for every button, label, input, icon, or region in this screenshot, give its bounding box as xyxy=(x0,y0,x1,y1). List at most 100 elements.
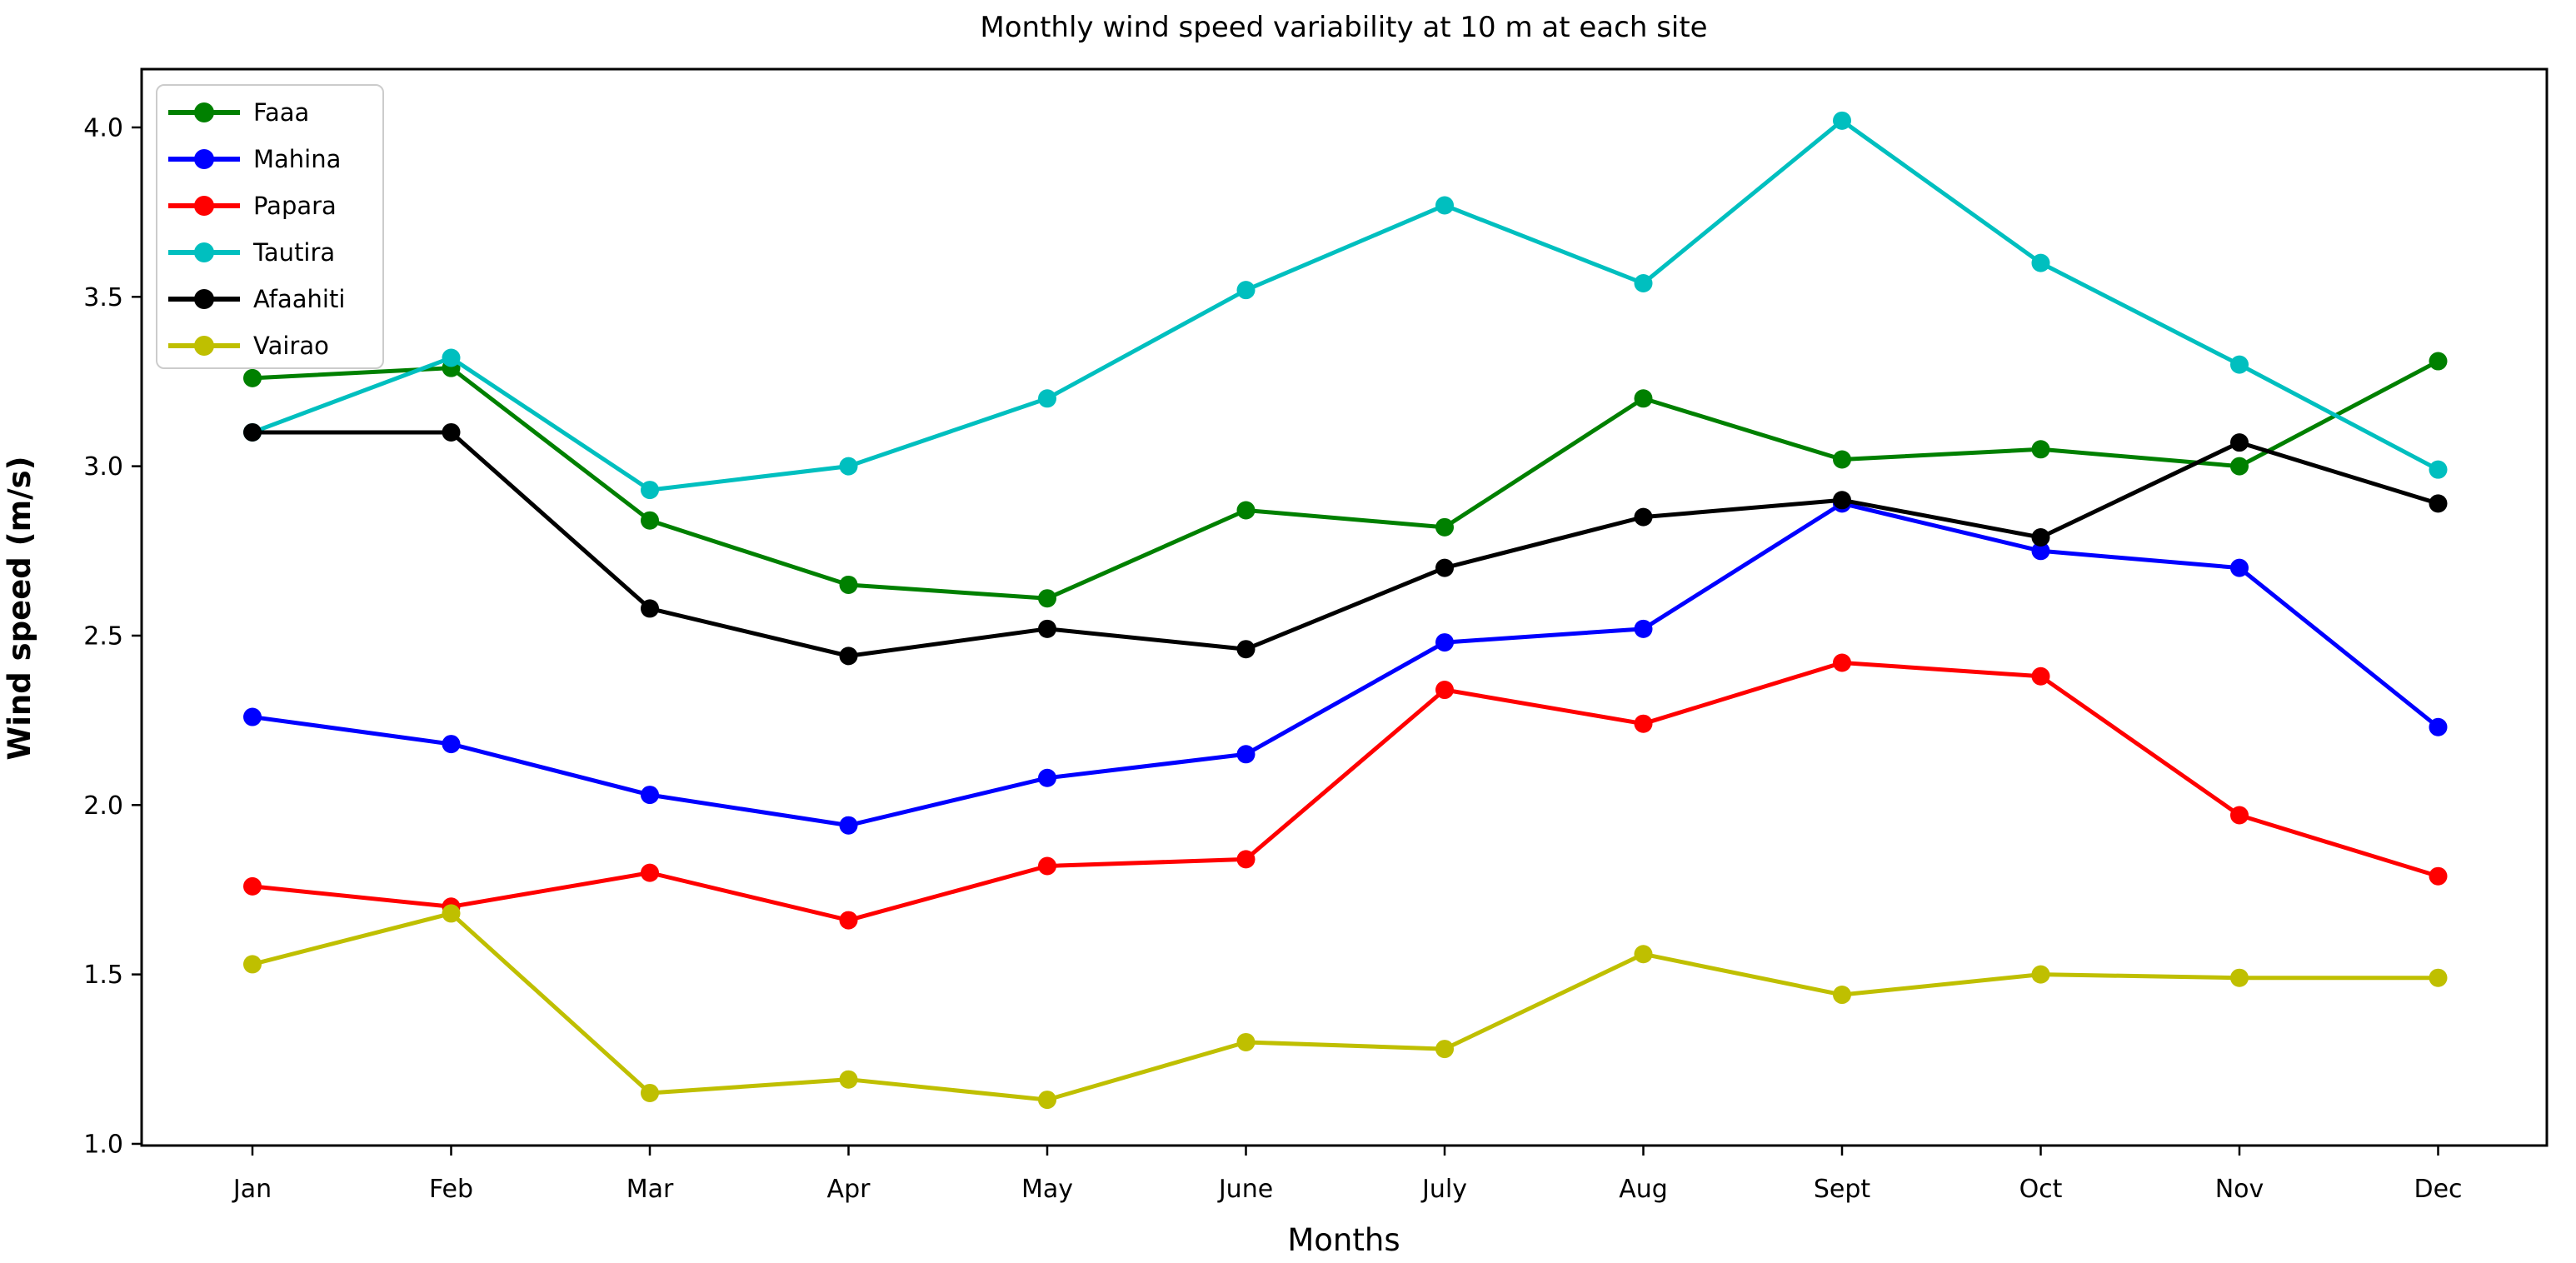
legend-label: Tautira xyxy=(252,238,335,267)
series-marker-afaahiti xyxy=(1833,491,1851,510)
series-marker-tautira xyxy=(1634,274,1653,293)
series-marker-afaahiti xyxy=(839,646,858,666)
series-line-mahina xyxy=(252,501,2440,828)
legend-label: Faaa xyxy=(253,98,309,127)
x-tick-label: Nov xyxy=(2215,1175,2264,1204)
x-tick-label: Feb xyxy=(429,1175,473,1204)
series-marker-mahina xyxy=(2031,542,2050,561)
series-marker-papara xyxy=(1833,653,1851,672)
series-marker-vairao xyxy=(243,955,262,974)
series-marker-papara xyxy=(641,863,659,882)
x-tick-label: Sept xyxy=(1814,1175,1871,1204)
legend-marker xyxy=(194,289,214,309)
series-marker-tautira xyxy=(442,348,461,367)
y-tick-label: 3.5 xyxy=(83,283,123,312)
series-marker-faaa xyxy=(1435,517,1454,537)
legend-box xyxy=(156,84,384,369)
legend-label: Mahina xyxy=(253,145,341,173)
series-marker-papara xyxy=(2230,806,2249,825)
x-tick-label: Dec xyxy=(2414,1175,2462,1204)
series-marker-faaa xyxy=(2230,457,2249,476)
series-marker-afaahiti xyxy=(1435,558,1454,577)
legend-marker xyxy=(194,242,214,262)
series-marker-vairao xyxy=(641,1083,659,1102)
x-tick-label: Aug xyxy=(1619,1175,1668,1204)
series-marker-mahina xyxy=(2230,558,2249,577)
series-marker-papara xyxy=(2031,666,2050,686)
series-marker-mahina xyxy=(442,735,461,754)
x-tick-label: Mar xyxy=(627,1175,674,1204)
series-marker-papara xyxy=(1236,850,1256,869)
series-marker-afaahiti xyxy=(442,422,461,442)
series-marker-papara xyxy=(2429,866,2448,886)
series-marker-afaahiti xyxy=(2230,433,2249,452)
series-marker-tautira xyxy=(2429,460,2448,479)
legend-label: Vairao xyxy=(253,332,329,360)
y-tick-label: 3.0 xyxy=(83,452,123,482)
legend-label: Papara xyxy=(253,192,337,220)
x-axis-label: Months xyxy=(1287,1222,1400,1258)
series-marker-tautira xyxy=(839,457,858,476)
series-marker-vairao xyxy=(1236,1032,1256,1051)
series-marker-vairao xyxy=(2429,968,2448,987)
series-marker-mahina xyxy=(1435,633,1454,652)
series-marker-tautira xyxy=(1038,389,1056,408)
legend-marker xyxy=(194,149,214,169)
y-tick-label: 1.0 xyxy=(83,1130,123,1159)
legend-marker xyxy=(194,196,214,216)
series-marker-mahina xyxy=(243,707,262,726)
series-line-afaahiti xyxy=(252,430,2439,658)
y-tick-label: 1.5 xyxy=(83,961,123,990)
series-marker-faaa xyxy=(1833,450,1851,469)
series-marker-mahina xyxy=(839,816,858,835)
y-tick-label: 2.0 xyxy=(83,791,123,821)
series-marker-afaahiti xyxy=(2031,528,2050,547)
series-marker-faaa xyxy=(1038,589,1056,608)
series-marker-afaahiti xyxy=(1634,507,1653,527)
plot-area: 1.0 1.5 2.0 2.5 3.0 3.5 4.0 Jan Feb Mar Apr May June… xyxy=(83,67,2549,1204)
series-marker-papara xyxy=(1038,856,1056,876)
chart-title: Monthly wind speed variability at 10 m a… xyxy=(980,11,1707,44)
series-marker-tautira xyxy=(641,481,659,500)
series-marker-faaa xyxy=(1236,501,1256,520)
series-marker-faaa xyxy=(1634,389,1653,408)
series-line-faaa xyxy=(252,359,2439,601)
x-tick-label: Apr xyxy=(827,1175,871,1204)
series-marker-faaa xyxy=(839,575,858,594)
series-marker-afaahiti xyxy=(1038,619,1056,638)
series-line-vairao xyxy=(252,911,2439,1102)
legend: Faaa Mahina Papara Tautira Afaahiti Vairao xyxy=(156,84,384,369)
series-marker-papara xyxy=(1634,714,1653,733)
series-marker-vairao xyxy=(442,904,461,923)
series-marker-mahina xyxy=(1634,619,1653,638)
series-marker-vairao xyxy=(2031,965,2050,984)
series-marker-faaa xyxy=(641,511,659,530)
series-marker-afaahiti xyxy=(243,422,262,442)
series-marker-papara xyxy=(839,911,858,930)
series-marker-faaa xyxy=(2429,352,2448,371)
axes-spines xyxy=(140,67,2549,1147)
series-marker-vairao xyxy=(1435,1040,1454,1059)
y-tick-label: 4.0 xyxy=(83,113,123,142)
series-marker-papara xyxy=(1435,681,1454,700)
series-line-tautira xyxy=(252,118,2439,492)
legend-marker xyxy=(194,102,214,122)
series-marker-mahina xyxy=(2429,717,2448,736)
legend-marker xyxy=(194,336,214,356)
x-tick-label: June xyxy=(1217,1175,1273,1204)
series-marker-faaa xyxy=(243,368,262,387)
series-marker-tautira xyxy=(1833,111,1851,130)
x-tick-label: Oct xyxy=(2019,1175,2063,1204)
series-marker-papara xyxy=(243,876,262,896)
series-marker-afaahiti xyxy=(641,599,659,618)
series-marker-vairao xyxy=(1634,945,1653,964)
series-marker-vairao xyxy=(1833,986,1851,1005)
series-marker-vairao xyxy=(839,1070,858,1089)
series-marker-mahina xyxy=(1236,745,1256,764)
legend-label: Afaahiti xyxy=(253,285,345,313)
x-tick-label: July xyxy=(1420,1175,1467,1204)
series-marker-vairao xyxy=(1038,1091,1056,1110)
series-marker-tautira xyxy=(1435,196,1454,215)
